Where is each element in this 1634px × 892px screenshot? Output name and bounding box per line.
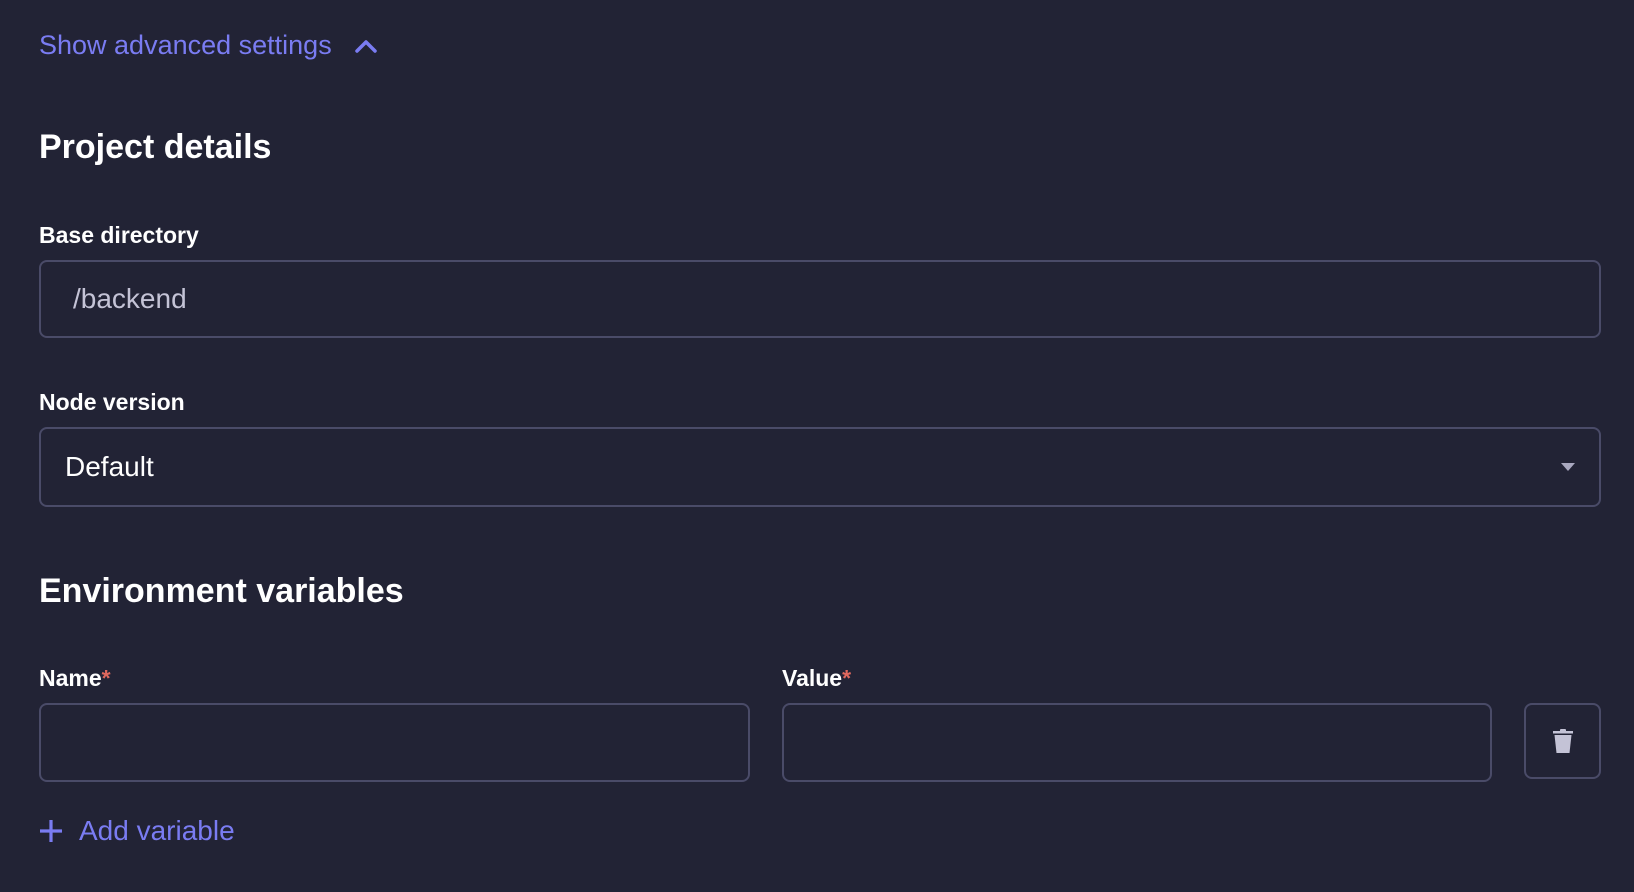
env-name-label: Name* bbox=[39, 665, 111, 692]
trash-icon bbox=[1552, 729, 1573, 753]
env-value-input[interactable] bbox=[784, 705, 1490, 780]
add-variable-label: Add variable bbox=[79, 815, 235, 846]
toggle-label: Show advanced settings bbox=[39, 30, 332, 60]
chevron-up-icon bbox=[354, 39, 377, 53]
env-name-input[interactable] bbox=[41, 705, 748, 780]
add-variable-button[interactable]: Add variable bbox=[39, 815, 235, 847]
env-name-field[interactable] bbox=[39, 703, 750, 782]
env-value-label-text: Value bbox=[782, 665, 843, 691]
node-version-select[interactable]: Default bbox=[39, 427, 1601, 507]
required-mark: * bbox=[101, 665, 111, 691]
env-value-field[interactable] bbox=[782, 703, 1492, 782]
base-directory-field[interactable] bbox=[39, 260, 1601, 338]
caret-down-icon bbox=[1561, 463, 1575, 471]
section-title-environment-variables: Environment variables bbox=[39, 572, 404, 610]
node-version-label: Node version bbox=[39, 389, 185, 415]
env-name-label-text: Name bbox=[39, 665, 102, 691]
base-directory-label: Base directory bbox=[39, 222, 199, 248]
section-title-project-details: Project details bbox=[39, 128, 272, 166]
base-directory-input[interactable] bbox=[41, 262, 1599, 336]
plus-icon bbox=[40, 820, 62, 842]
env-value-label: Value* bbox=[782, 665, 851, 692]
node-version-value: Default bbox=[65, 451, 154, 482]
show-advanced-settings-toggle[interactable]: Show advanced settings bbox=[39, 30, 378, 61]
delete-variable-button[interactable] bbox=[1524, 703, 1601, 779]
required-mark: * bbox=[842, 665, 852, 691]
